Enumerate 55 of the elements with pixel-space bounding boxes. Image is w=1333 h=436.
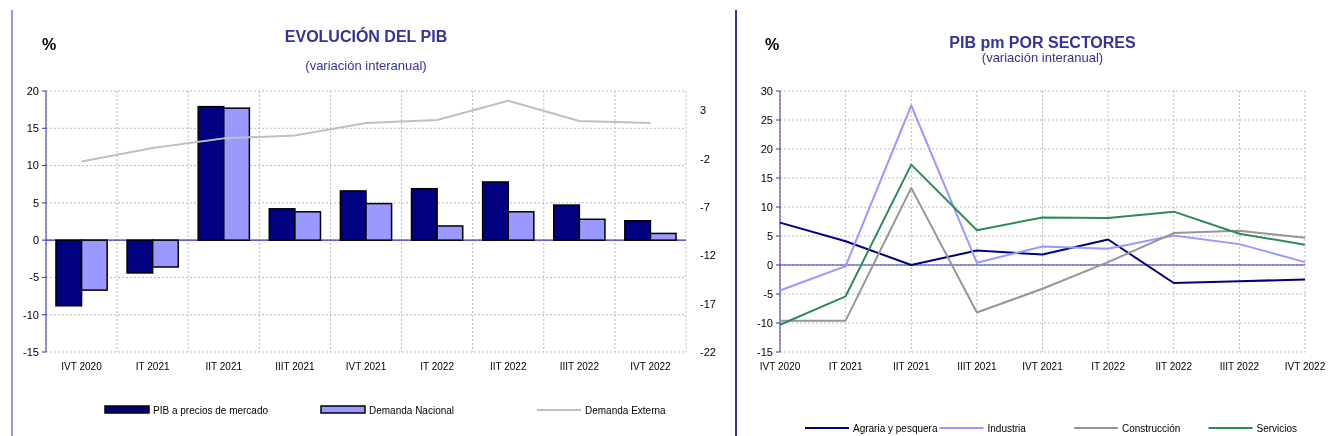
x-tick-label: IIIT 2022	[1219, 360, 1260, 372]
chart-subtitle: (variación interanual)	[981, 50, 1104, 65]
legend-label: Construcción	[1122, 422, 1181, 434]
legend-label: Servicios	[1256, 422, 1298, 434]
y-tick-label: -15	[757, 345, 773, 358]
y2-tick-label: -2	[700, 152, 710, 165]
chart-subtitle: (variación interanual)	[305, 58, 427, 73]
y-tick-label: 15	[26, 122, 39, 135]
y-axis-title: %	[765, 36, 780, 53]
x-tick-label: IIIT 2022	[559, 360, 600, 372]
y2-tick-label: 3	[700, 104, 707, 117]
x-tick-label: IIT 2022	[1155, 360, 1193, 372]
y2-tick-label: -22	[700, 345, 716, 358]
x-tick-label: IIIT 2021	[957, 360, 997, 372]
y-tick-label: 0	[766, 258, 773, 271]
x-tick-label: IIT 2021	[892, 360, 930, 372]
y-tick-label: 0	[32, 233, 39, 246]
y-tick-label: 20	[26, 84, 39, 97]
y-tick-label: -10	[757, 316, 773, 329]
y-tick-label: 20	[760, 142, 773, 155]
y-tick-label: 10	[760, 200, 773, 213]
x-tick-label: IVT 2022	[1284, 360, 1326, 372]
x-tick-label: IVT 2021	[1022, 360, 1064, 372]
x-tick-label: IVT 2021	[345, 360, 387, 372]
x-tick-label: IT 2021	[828, 360, 863, 372]
legend-label: PIB a precios de mercado	[153, 404, 269, 416]
x-tick-label: IT 2022	[1091, 360, 1126, 372]
x-tick-label: IIIT 2021	[275, 360, 315, 372]
x-tick-label: IT 2021	[135, 360, 170, 372]
y-tick-label: 5	[766, 229, 773, 242]
x-tick-label: IVT 2020	[759, 360, 801, 372]
y2-tick-label: -7	[700, 200, 710, 213]
legend-label: Agraria y pesquera	[853, 422, 938, 434]
x-tick-label: IVT 2022	[630, 360, 672, 372]
y-tick-label: 5	[32, 196, 39, 209]
y-tick-label: -15	[23, 345, 39, 358]
y-tick-label: 25	[760, 113, 773, 126]
chart-title: PIB pm POR SECTORES	[949, 34, 1137, 51]
x-tick-label: IVT 2020	[61, 360, 103, 372]
legend-label: Demanda Externa	[585, 404, 667, 416]
y-tick-label: 30	[760, 84, 773, 97]
y2-tick-label: -12	[700, 249, 716, 262]
x-tick-label: IT 2022	[420, 360, 455, 372]
y-tick-label: 15	[760, 171, 773, 184]
legend-label: Industria	[987, 422, 1027, 434]
y-tick-label: 10	[26, 159, 39, 172]
chart-title: EVOLUCIÓN DEL PIB	[284, 27, 448, 45]
y-axis-title: %	[42, 36, 57, 53]
y-tick-label: -5	[763, 287, 773, 300]
x-tick-label: IIT 2021	[205, 360, 243, 372]
legend-label: Demanda Nacional	[369, 404, 455, 416]
x-tick-label: IIT 2022	[489, 360, 527, 372]
y2-tick-label: -17	[700, 297, 716, 310]
y-tick-label: -10	[23, 308, 39, 321]
y-tick-label: -5	[29, 271, 39, 284]
